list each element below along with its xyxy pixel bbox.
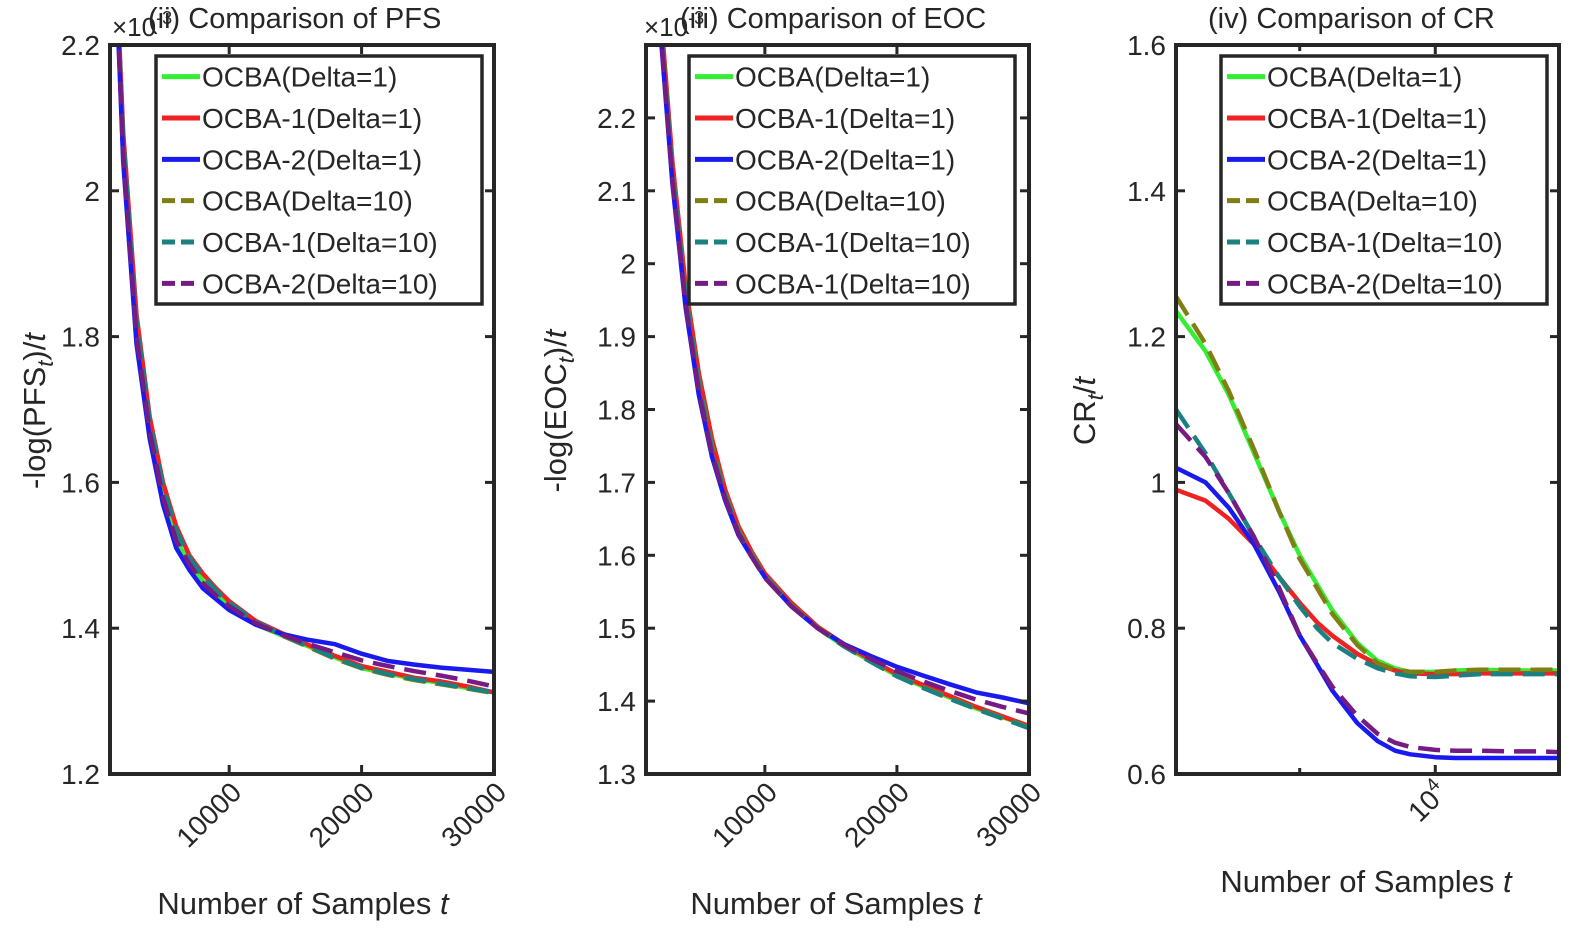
x-axis-label: Number of Samples t: [1220, 864, 1513, 899]
scale-factor: ×10-3: [112, 8, 172, 42]
legend: OCBA(Delta=1) OCBA-1(Delta=1) OCBA-2(Delta…: [1219, 54, 1549, 306]
panel-title: (iv) Comparison of CR: [1208, 3, 1495, 35]
y-tick-label: 0.8: [1127, 613, 1166, 644]
series-group: [116, 45, 494, 696]
panel-eoc: (iii) Comparison of EOC ×10-3 -log(EOCt)…: [538, 3, 1047, 921]
legend-label: OCBA-1(Delta=10): [202, 227, 438, 258]
legend-label: OCBA-1(Delta=1): [1267, 103, 1487, 134]
y-tick-label: 1.5: [597, 613, 636, 644]
x-tick-label: 20000: [838, 776, 915, 853]
y-axis-label: -log(EOCt)/t: [538, 328, 579, 492]
legend-label: OCBA-1(Delta=10): [735, 227, 971, 258]
y-tick-label: 2: [84, 176, 100, 207]
y-axis-label: CRt/t: [1067, 376, 1108, 446]
panel-title: (ii) Comparison of PFS: [148, 3, 441, 35]
panel-cr: (iv) Comparison of CR CRt/t Number of Sa…: [1067, 3, 1561, 899]
legend-label: OCBA-1(Delta=1): [202, 103, 422, 134]
y-tick-label: 1.6: [597, 540, 636, 571]
x-tick-label: 10000: [170, 776, 247, 853]
legend: OCBA(Delta=1) OCBA-1(Delta=1) OCBA-2(Delta…: [687, 54, 1017, 306]
legend-label: OCBA-1(Delta=10): [1267, 227, 1503, 258]
y-tick-label: 1.6: [61, 467, 100, 498]
y-tick-label: 1.7: [597, 467, 636, 498]
x-axis-label: Number of Samples t: [157, 886, 450, 921]
x-tick-label: 30000: [435, 776, 512, 853]
scale-factor: ×10-3: [644, 8, 704, 42]
series-line-ocba-2-delta-10-: [1176, 422, 1559, 755]
plot-frame: [108, 43, 496, 776]
y-tick-label: 1.6: [1127, 30, 1166, 61]
y-tick-label: 1.9: [597, 322, 636, 353]
plot-frame: [1174, 43, 1561, 776]
panel-title: (iii) Comparison of EOC: [680, 3, 986, 35]
x-tick-label: 20000: [303, 776, 380, 853]
legend-label: OCBA-1(Delta=10): [735, 268, 971, 299]
y-tick-label: 1.4: [597, 686, 636, 717]
legend-label: OCBA(Delta=1): [735, 62, 930, 93]
y-tick-label: 1.2: [61, 759, 100, 790]
y-tick-label: 1.4: [1127, 176, 1166, 207]
x-tick-label: 10000: [706, 776, 783, 853]
series-line-ocba-2-delta-1-: [1176, 465, 1559, 761]
legend-label: OCBA-2(Delta=10): [202, 268, 438, 299]
y-tick-label: 1: [1150, 467, 1166, 498]
legend-label: OCBA-2(Delta=1): [735, 144, 955, 175]
legend-label: OCBA(Delta=10): [1267, 186, 1478, 217]
x-tick-label: 30000: [970, 776, 1047, 853]
legend-label: OCBA-1(Delta=1): [735, 103, 955, 134]
legend-label: OCBA-2(Delta=1): [202, 144, 422, 175]
series-group: [1176, 295, 1559, 761]
x-tick-label: 104: [1400, 774, 1454, 828]
panel-pfs: (ii) Comparison of PFS ×10-3 -log(PFSt)/…: [17, 3, 512, 921]
legend: OCBA(Delta=1) OCBA-1(Delta=1) OCBA-2(Delta…: [154, 54, 484, 306]
y-tick-label: 1.8: [61, 322, 100, 353]
y-tick-label: 1.2: [1127, 322, 1166, 353]
legend-label: OCBA(Delta=10): [735, 186, 946, 217]
legend-box: [687, 54, 1017, 306]
legend-label: OCBA-2(Delta=10): [1267, 268, 1503, 299]
y-tick-label: 2: [620, 249, 636, 280]
series-line-ocba-delta-1-: [1176, 309, 1559, 675]
series-line-ocba-2-delta-10-: [116, 45, 494, 689]
y-tick-label: 1.8: [597, 395, 636, 426]
y-tick-label: 2.2: [61, 30, 100, 61]
y-axis-label: -log(PFSt)/t: [17, 332, 58, 489]
series-line-ocba-1-delta-10-: [1176, 408, 1559, 680]
y-tick-label: 1.3: [597, 759, 636, 790]
legend-label: OCBA(Delta=1): [202, 62, 397, 93]
x-axis-label: Number of Samples t: [690, 886, 983, 921]
series-line-ocba-delta-10-: [1176, 295, 1559, 675]
y-tick-label: 1.4: [61, 613, 100, 644]
legend-label: OCBA(Delta=1): [1267, 62, 1462, 93]
y-tick-label: 0.6: [1127, 759, 1166, 790]
y-tick-label: 2.2: [597, 103, 636, 134]
legend-box: [1219, 54, 1549, 306]
legend-label: OCBA(Delta=10): [202, 186, 413, 217]
legend-label: OCBA-2(Delta=1): [1267, 144, 1487, 175]
legend-box: [154, 54, 484, 306]
y-tick-label: 2.1: [597, 176, 636, 207]
series-line-ocba-1-delta-10-: [659, 45, 1029, 716]
